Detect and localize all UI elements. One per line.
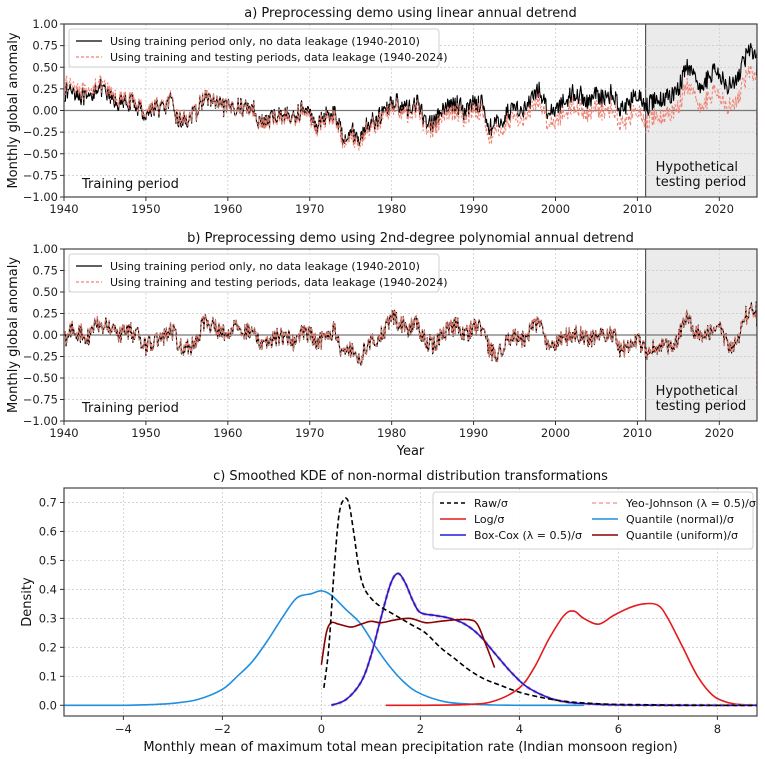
panel-c: −4 −2 0 2 4 6 8 0.0 0.1 0.2 0.3 0.4 0.5 0.6 0.7 c) Smoo… xyxy=(20,469,758,755)
y-tick-label: −0.75 xyxy=(23,168,58,182)
x-tick-label: 1980 xyxy=(377,426,406,440)
x-tick-label: 1970 xyxy=(295,202,324,216)
legend: Raw/σ Log/σ Box-Cox (λ = 0.5)/σ Yeo-Johnson… xyxy=(432,491,756,550)
legend-label: Raw/σ xyxy=(474,497,508,510)
x-tick-label: −4 xyxy=(115,722,132,736)
x-tick-label: 2020 xyxy=(705,426,734,440)
x-tick-label: 1960 xyxy=(213,202,242,216)
y-axis-title: Monthly global anomaly xyxy=(6,257,21,413)
legend-label: Quantile (uniform)/σ xyxy=(626,529,738,542)
legend-box xyxy=(432,491,754,550)
legend-box xyxy=(68,253,440,293)
x-tick-label: 1970 xyxy=(295,426,324,440)
x-axis-title: Year xyxy=(396,444,425,459)
y-tick-label: 0.50 xyxy=(32,285,58,299)
y-tick-label: 0.50 xyxy=(32,60,58,74)
y-tick-label: 0.1 xyxy=(39,669,57,683)
panel-a: 1940 1950 1960 1970 1980 1990 2000 2010 2020 −1.0… xyxy=(6,6,758,216)
y-tick-label: −0.75 xyxy=(23,393,58,407)
x-tick-label: 1980 xyxy=(377,202,406,216)
x-tick-label: 8 xyxy=(714,722,721,736)
x-tick-label: −2 xyxy=(214,722,231,736)
axes-frame xyxy=(63,487,758,717)
y-tick-label: −1.00 xyxy=(23,190,58,204)
x-tick-label: 1990 xyxy=(459,426,488,440)
y-tick-label: 0.2 xyxy=(39,640,57,654)
series-yeojohnson xyxy=(330,571,757,707)
y-tick-label: 0.5 xyxy=(39,553,57,567)
series-line-1 xyxy=(63,302,758,391)
x-tick-label: 2000 xyxy=(541,202,570,216)
legend-label: Quantile (normal)/σ xyxy=(626,513,734,526)
training-period-label: Training period xyxy=(81,177,179,192)
y-tick-label: 0.75 xyxy=(32,39,58,53)
legend-label: Using training and testing periods, data… xyxy=(110,51,448,64)
panel-title: b) Preprocessing demo using 2nd-degree p… xyxy=(187,231,634,246)
legend: Using training period only, no data leak… xyxy=(68,253,448,293)
legend-label: Box-Cox (λ = 0.5)/σ xyxy=(474,529,582,542)
x-axis-title: Monthly mean of maximum total mean preci… xyxy=(143,740,677,755)
y-tick-label: −0.25 xyxy=(23,125,58,139)
x-tick-label: 1950 xyxy=(131,426,160,440)
x-tick-label: 1960 xyxy=(213,426,242,440)
x-tick-label: 0 xyxy=(318,722,325,736)
series-quantile-uniform xyxy=(320,617,496,668)
x-tick-label: 1990 xyxy=(459,202,488,216)
legend-label: Using training period only, no data leak… xyxy=(110,260,420,273)
y-tick-label: 1.00 xyxy=(32,17,58,31)
y-tick-label: 0.75 xyxy=(32,264,58,278)
y-tick-label: 0.3 xyxy=(39,611,57,625)
panel-title: a) Preprocessing demo using linear annua… xyxy=(244,6,576,21)
x-tick-label: 4 xyxy=(516,722,523,736)
x-tick-label: 6 xyxy=(615,722,622,736)
x-tick-label: 2020 xyxy=(705,202,734,216)
testing-period-label: Hypothetical testing period xyxy=(656,160,747,190)
y-tick-label: −0.50 xyxy=(23,371,58,385)
legend-box xyxy=(68,28,440,68)
x-tick-label: 2 xyxy=(417,722,424,736)
legend-label: Using training and testing periods, data… xyxy=(110,276,448,289)
series-line-1 xyxy=(63,64,758,151)
x-tick-label: 2010 xyxy=(623,426,652,440)
y-tick-label: 0.00 xyxy=(32,328,58,342)
x-tick-label: 1950 xyxy=(131,202,160,216)
series-raw xyxy=(323,497,757,707)
legend-label: Yeo-Johnson (λ = 0.5)/σ xyxy=(625,497,756,510)
panel-title: c) Smoothed KDE of non-normal distributi… xyxy=(213,469,608,484)
legend-label: Log/σ xyxy=(474,513,504,526)
y-tick-label: 0.6 xyxy=(39,524,57,538)
x-tick-label: 1940 xyxy=(49,426,78,440)
y-tick-label: 0.4 xyxy=(39,582,57,596)
y-tick-label: −0.25 xyxy=(23,350,58,364)
testing-period-label: Hypothetical testing period xyxy=(656,384,747,414)
training-period-label: Training period xyxy=(81,401,179,416)
y-tick-label: 0.25 xyxy=(32,307,58,321)
y-tick-label: 0.00 xyxy=(32,104,58,118)
legend: Using training period only, no data leak… xyxy=(68,28,448,68)
x-tick-label: 1940 xyxy=(49,202,78,216)
y-tick-label: 0.25 xyxy=(32,82,58,96)
y-tick-label: −1.00 xyxy=(23,414,58,428)
x-tick-label: 2000 xyxy=(541,426,570,440)
x-tick-label: 2010 xyxy=(623,202,652,216)
panel-b: 1940 1950 1960 1970 1980 1990 2000 2010 2020 −1.0… xyxy=(6,231,758,459)
y-tick-label: 1.00 xyxy=(32,242,58,256)
y-axis-title: Monthly global anomaly xyxy=(6,32,21,188)
series-boxcox xyxy=(331,572,757,707)
y-tick-label: 0.0 xyxy=(39,698,57,712)
y-tick-label: −0.50 xyxy=(23,147,58,161)
y-tick-label: 0.7 xyxy=(39,495,57,509)
y-axis-title: Density xyxy=(20,577,35,627)
legend-label: Using training period only, no data leak… xyxy=(110,35,420,48)
series-log xyxy=(385,602,758,707)
